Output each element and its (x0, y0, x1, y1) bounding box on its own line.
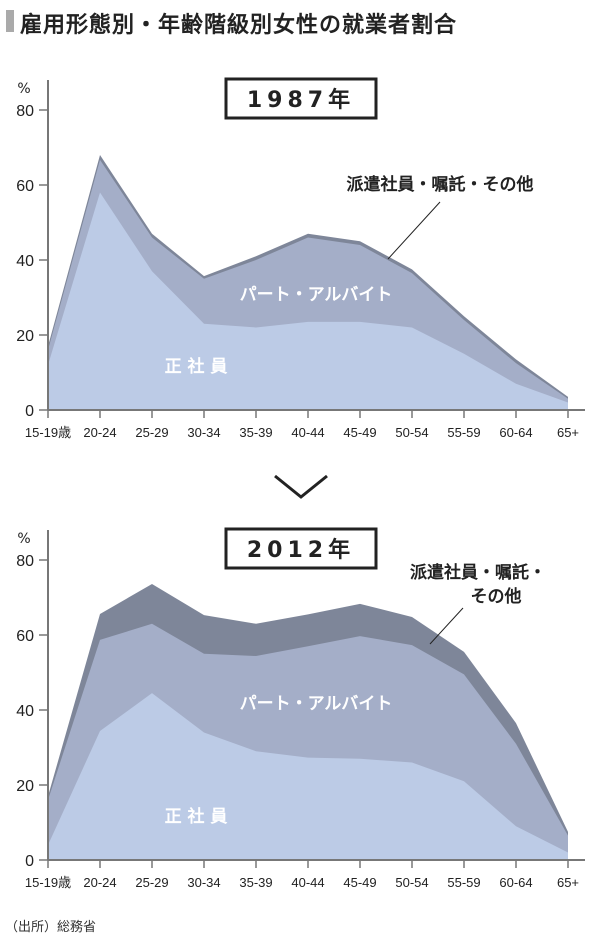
page-title: 雇用形態別・年齢階級別女性の就業者割合 (20, 13, 458, 38)
x-tick-label: 50-54 (395, 425, 428, 440)
x-tick-label: 40-44 (291, 425, 324, 440)
year-box (224, 527, 378, 570)
label-dispatch: 派遣社員・嘱託・その他 (347, 174, 534, 195)
x-tick-label: 55-59 (447, 425, 480, 440)
y-tick-label: 60 (16, 178, 34, 195)
x-tick-label: 15-19歳 (25, 875, 71, 890)
x-tick-label: 60-64 (499, 875, 532, 890)
chevron-down-icon (274, 474, 328, 499)
x-tick-label: 20-24 (83, 875, 116, 890)
year-label: 2012年 (247, 537, 355, 563)
label-regular: 正 社 員 (165, 356, 228, 377)
chart-1987: 0 20 40 60 80% 15-19歳 20-24 25-29 30-34 35-39 40-4… (16, 77, 585, 440)
area-regular (48, 192, 568, 410)
x-tick-label: 35-39 (239, 425, 272, 440)
y-tick-label: 40 (16, 703, 34, 720)
chart-2012: 0 20 40 60 80% 15-19歳 20-24 25-29 30-34 35-39 40-4… (16, 527, 585, 890)
title-accent-bar (6, 10, 14, 32)
y-tick-label: 20 (16, 328, 34, 345)
y-tick-label: 60 (16, 628, 34, 645)
y-unit-label: % (17, 81, 30, 97)
label-regular: 正 社 員 (165, 806, 228, 827)
y-tick-label: 0 (25, 403, 34, 420)
x-tick-label: 25-29 (135, 425, 168, 440)
label-dispatch-line2: その他 (471, 586, 522, 607)
label-dispatch-line1: 派遣社員・嘱託・ (410, 562, 546, 583)
x-tick-label: 50-54 (395, 875, 428, 890)
y-tick-label: 80 (16, 103, 34, 120)
x-tick-label: 25-29 (135, 875, 168, 890)
x-tick-label: 60-64 (499, 425, 532, 440)
y-tick-label: 80 (16, 553, 34, 570)
year-box (224, 77, 378, 120)
year-label: 1987年 (247, 87, 355, 113)
x-tick-label: 55-59 (447, 875, 480, 890)
leader-line (387, 201, 441, 260)
leader-line (429, 607, 464, 645)
x-tick-label: 30-34 (187, 875, 220, 890)
y-tick-label: 0 (25, 853, 34, 870)
x-tick-label: 45-49 (343, 425, 376, 440)
y-unit-label: % (17, 531, 30, 547)
label-part-time: パート・アルバイト (240, 285, 393, 305)
y-tick-label: 20 (16, 778, 34, 795)
x-tick-label: 15-19歳 (25, 425, 71, 440)
x-tick-label: 30-34 (187, 425, 220, 440)
x-tick-label: 20-24 (83, 425, 116, 440)
y-tick-label: 40 (16, 253, 34, 270)
source-note: （出所）総務省 (5, 920, 97, 935)
area-regular (48, 693, 568, 860)
x-tick-label: 40-44 (291, 875, 324, 890)
label-part-time: パート・アルバイト (240, 694, 393, 714)
x-tick-label: 35-39 (239, 875, 272, 890)
x-tick-label: 45-49 (343, 875, 376, 890)
x-tick-label: 65+ (557, 875, 579, 890)
x-tick-label: 65+ (557, 425, 579, 440)
